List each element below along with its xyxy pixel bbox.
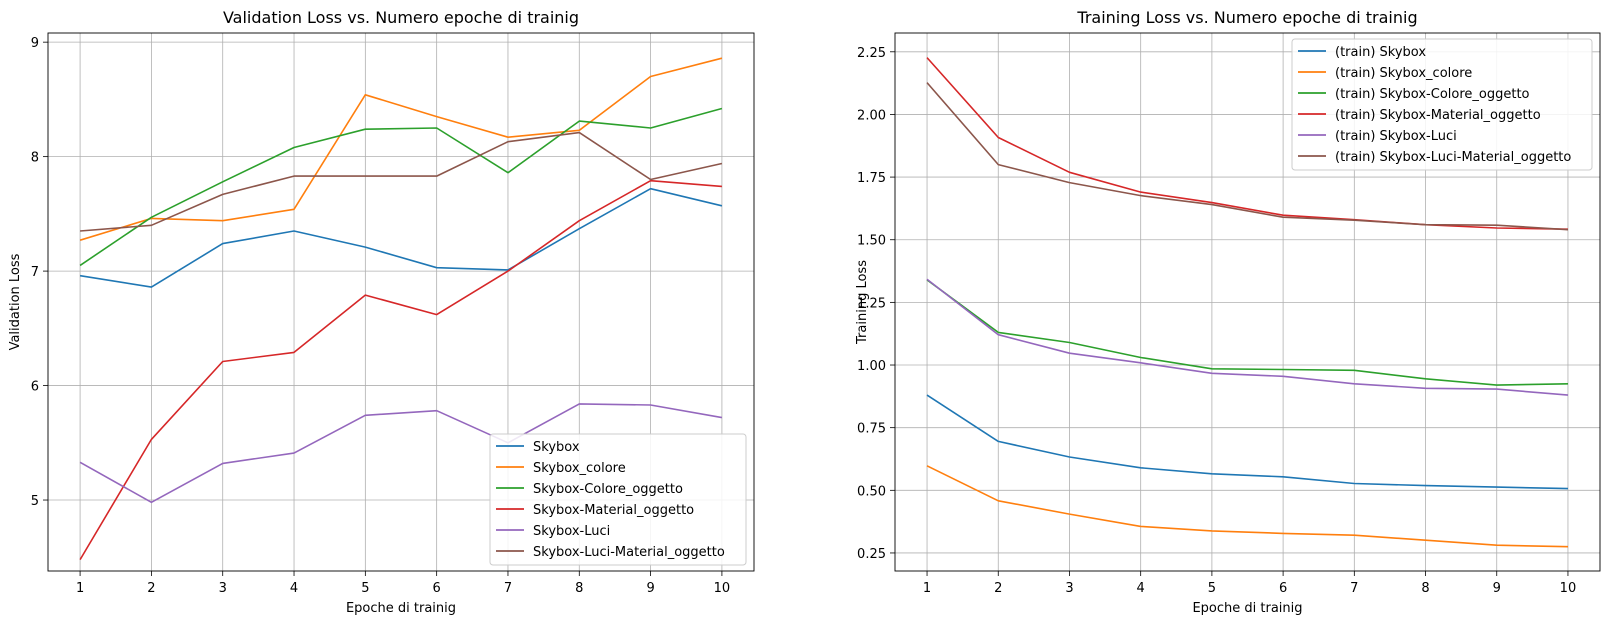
y-tick-label: 1.50 bbox=[857, 234, 886, 249]
x-tick-label: 9 bbox=[646, 581, 654, 596]
series-line bbox=[926, 57, 1569, 230]
y-tick-label: 0.25 bbox=[857, 547, 886, 562]
x-tick-label: 10 bbox=[1560, 581, 1577, 596]
series-line bbox=[79, 179, 722, 561]
series-line bbox=[926, 279, 1569, 386]
legend-label: Skybox-Material_oggetto bbox=[533, 503, 694, 518]
chart-title: Validation Loss vs. Numero epoche di tra… bbox=[223, 8, 579, 27]
series-line bbox=[926, 278, 1569, 396]
y-axis-label: Validation Loss bbox=[8, 253, 23, 350]
x-tick-label: 9 bbox=[1493, 581, 1501, 596]
x-tick-label: 7 bbox=[1350, 581, 1358, 596]
training-loss-chart: 1 2 3 4 5 6 7 8 9 10 0.25 0.50 0.75 1.00 1.25 1.50 1.75 2… bbox=[855, 8, 1601, 616]
legend-label: (train) Skybox-Material_oggetto bbox=[1335, 108, 1541, 123]
x-axis-label: Epoche di trainig bbox=[346, 601, 456, 616]
x-tick-label: 1 bbox=[76, 581, 84, 596]
x-tick-label: 3 bbox=[1065, 581, 1073, 596]
series-line bbox=[79, 57, 723, 241]
validation-loss-chart: 1 2 3 4 5 6 7 8 9 10 5 6 7 8 9 Validation Loss vs. Nume… bbox=[8, 8, 755, 616]
y-tick-label: 1.75 bbox=[857, 171, 886, 186]
series-line bbox=[926, 465, 1569, 548]
legend-label: (train) Skybox-Luci-Material_oggetto bbox=[1335, 150, 1571, 165]
y-tick-label: 5 bbox=[31, 494, 39, 509]
x-tick-label: 4 bbox=[1137, 581, 1145, 596]
x-axis-label: Epoche di trainig bbox=[1192, 601, 1302, 616]
legend-label: (train) Skybox bbox=[1335, 45, 1426, 60]
legend-box bbox=[489, 433, 747, 566]
series-line bbox=[79, 107, 723, 267]
series-line bbox=[79, 187, 723, 288]
legend-label: (train) Skybox_colore bbox=[1335, 66, 1472, 81]
series-line bbox=[926, 394, 1569, 490]
y-axis-label: Training Loss bbox=[855, 260, 870, 345]
chart-title: Training Loss vs. Numero epoche di train… bbox=[1076, 8, 1417, 27]
plot-frame bbox=[47, 32, 755, 572]
y-tick-label: 8 bbox=[31, 151, 39, 166]
legend-box bbox=[1291, 38, 1593, 171]
x-tick-label: 4 bbox=[290, 581, 298, 596]
plot-frame bbox=[894, 32, 1601, 572]
legend-label: Skybox bbox=[533, 440, 580, 455]
y-tick-label: 0.75 bbox=[857, 422, 886, 437]
x-tick-label: 8 bbox=[575, 581, 583, 596]
legend-label: Skybox-Luci bbox=[533, 524, 610, 539]
series-line bbox=[926, 82, 1569, 231]
x-tick-label: 1 bbox=[923, 581, 931, 596]
series-line bbox=[79, 403, 723, 504]
x-tick-label: 6 bbox=[1279, 581, 1287, 596]
legend-label: (train) Skybox-Luci bbox=[1335, 129, 1457, 144]
x-tick-label: 10 bbox=[714, 581, 731, 596]
y-tick-label: 6 bbox=[31, 380, 39, 395]
y-tick-label: 9 bbox=[31, 36, 39, 51]
y-tick-label: 0.50 bbox=[857, 484, 886, 499]
y-tick-label: 2.25 bbox=[857, 46, 886, 61]
x-tick-label: 5 bbox=[1208, 581, 1216, 596]
x-tick-label: 2 bbox=[994, 581, 1002, 596]
series-line bbox=[80, 131, 723, 232]
x-tick-label: 5 bbox=[361, 581, 369, 596]
x-tick-label: 6 bbox=[433, 581, 441, 596]
legend-label: Skybox-Colore_oggetto bbox=[533, 482, 683, 497]
y-tick-label: 1.25 bbox=[857, 296, 886, 311]
x-tick-label: 3 bbox=[219, 581, 227, 596]
x-tick-label: 2 bbox=[147, 581, 155, 596]
y-tick-label: 1.00 bbox=[857, 359, 886, 374]
legend-label: Skybox_colore bbox=[533, 461, 626, 476]
legend-label: (train) Skybox-Colore_oggetto bbox=[1335, 87, 1530, 102]
y-tick-label: 2.00 bbox=[857, 108, 886, 123]
y-tick-label: 7 bbox=[31, 265, 39, 280]
x-tick-label: 8 bbox=[1421, 581, 1429, 596]
legend-label: Skybox-Luci-Material_oggetto bbox=[533, 545, 725, 560]
x-tick-label: 7 bbox=[504, 581, 512, 596]
